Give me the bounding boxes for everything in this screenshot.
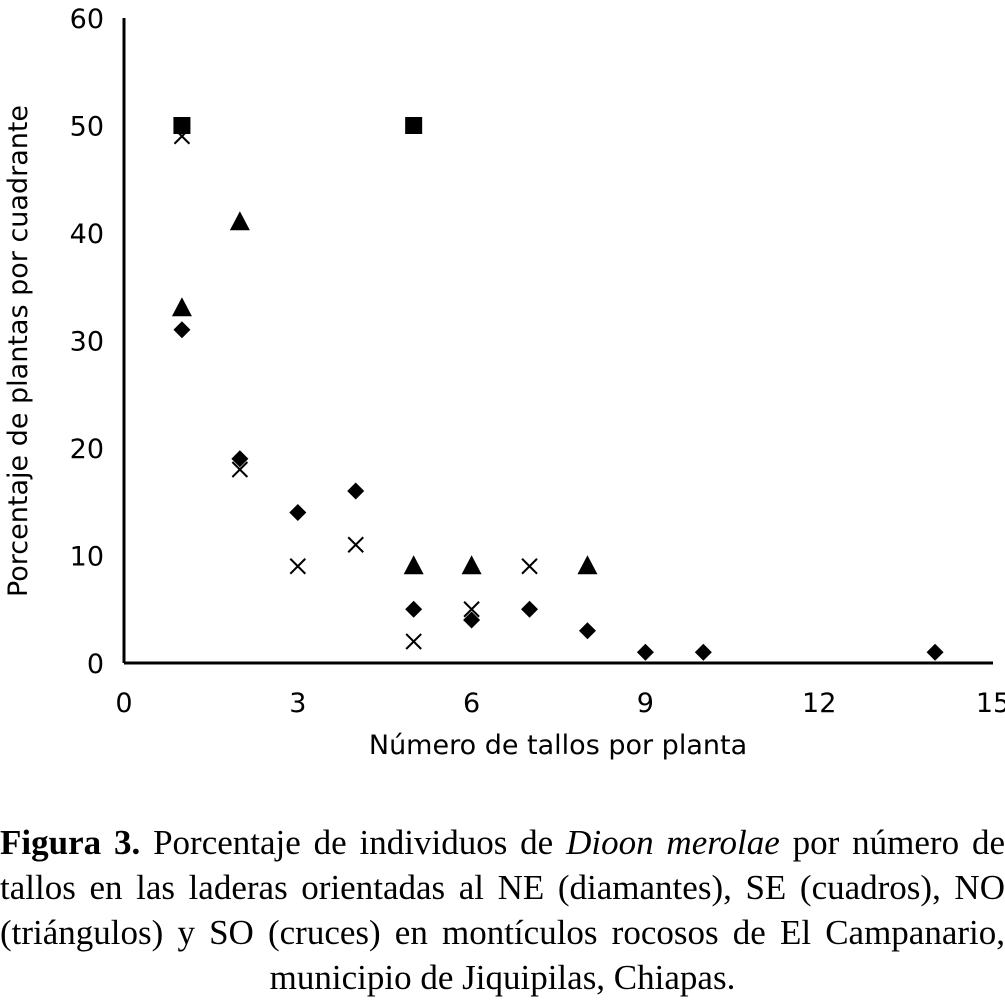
triangle-marker [577, 555, 598, 575]
triangle-marker [229, 211, 250, 231]
cross-marker [463, 601, 480, 618]
diamond-marker [578, 622, 596, 640]
cross-marker [405, 633, 422, 650]
diamond-marker [347, 482, 365, 500]
x-tick-label: 12 [802, 688, 836, 719]
x-tick-labels: 0 3 6 9 12 15 [115, 688, 1005, 719]
cross-marker [347, 536, 364, 553]
y-tick-labels: 0 10 20 30 40 50 60 [70, 4, 104, 680]
diamond-marker [694, 643, 712, 661]
y-tick-label: 60 [70, 4, 104, 35]
y-axis-title: Porcentaje de plantas por cuadrante [3, 105, 34, 597]
triangle-marker [461, 555, 482, 575]
x-tick-label: 15 [976, 688, 1005, 719]
caption-species: Dioon merolae [566, 823, 780, 862]
cross-marker [231, 461, 249, 478]
square-marker [173, 117, 191, 134]
triangle-marker [403, 555, 424, 575]
diamond-marker [405, 600, 423, 618]
square-marker [405, 117, 423, 134]
diamond-marker [231, 450, 249, 468]
y-tick-label: 0 [87, 649, 104, 680]
caption-label: Figura 3. [0, 823, 141, 862]
data-markers [171, 117, 944, 661]
diamond-marker [521, 600, 539, 618]
y-tick-label: 30 [70, 327, 104, 358]
diamond-marker [926, 643, 944, 661]
y-tick-label: 20 [70, 434, 104, 465]
diamond-marker [289, 504, 307, 521]
x-tick-label: 6 [463, 688, 480, 719]
caption-text-after: por número de tallos en las laderas orie… [0, 823, 1005, 997]
x-tick-label: 0 [115, 688, 132, 719]
x-tick-label: 9 [637, 688, 654, 719]
figure-caption: Figura 3. Porcentaje de individuos de Di… [0, 820, 1005, 1000]
diamond-marker [463, 611, 481, 629]
cross-marker [289, 558, 307, 575]
y-tick-label: 50 [70, 112, 104, 143]
cross-marker [173, 128, 191, 145]
caption-text-before: Porcentaje de individuos de [140, 823, 567, 862]
cross-marker [521, 558, 538, 575]
y-tick-label: 10 [70, 542, 104, 573]
x-tick-label: 3 [289, 688, 306, 719]
y-tick-label: 40 [70, 219, 104, 250]
scatter-chart: 0 10 20 30 40 50 60 0 3 6 9 12 15 Número de tallos … [3, 4, 1005, 761]
triangle-marker [171, 297, 192, 317]
diamond-marker [636, 643, 654, 661]
x-axis-title: Número de tallos por planta [369, 730, 747, 761]
diamond-marker [173, 321, 191, 339]
